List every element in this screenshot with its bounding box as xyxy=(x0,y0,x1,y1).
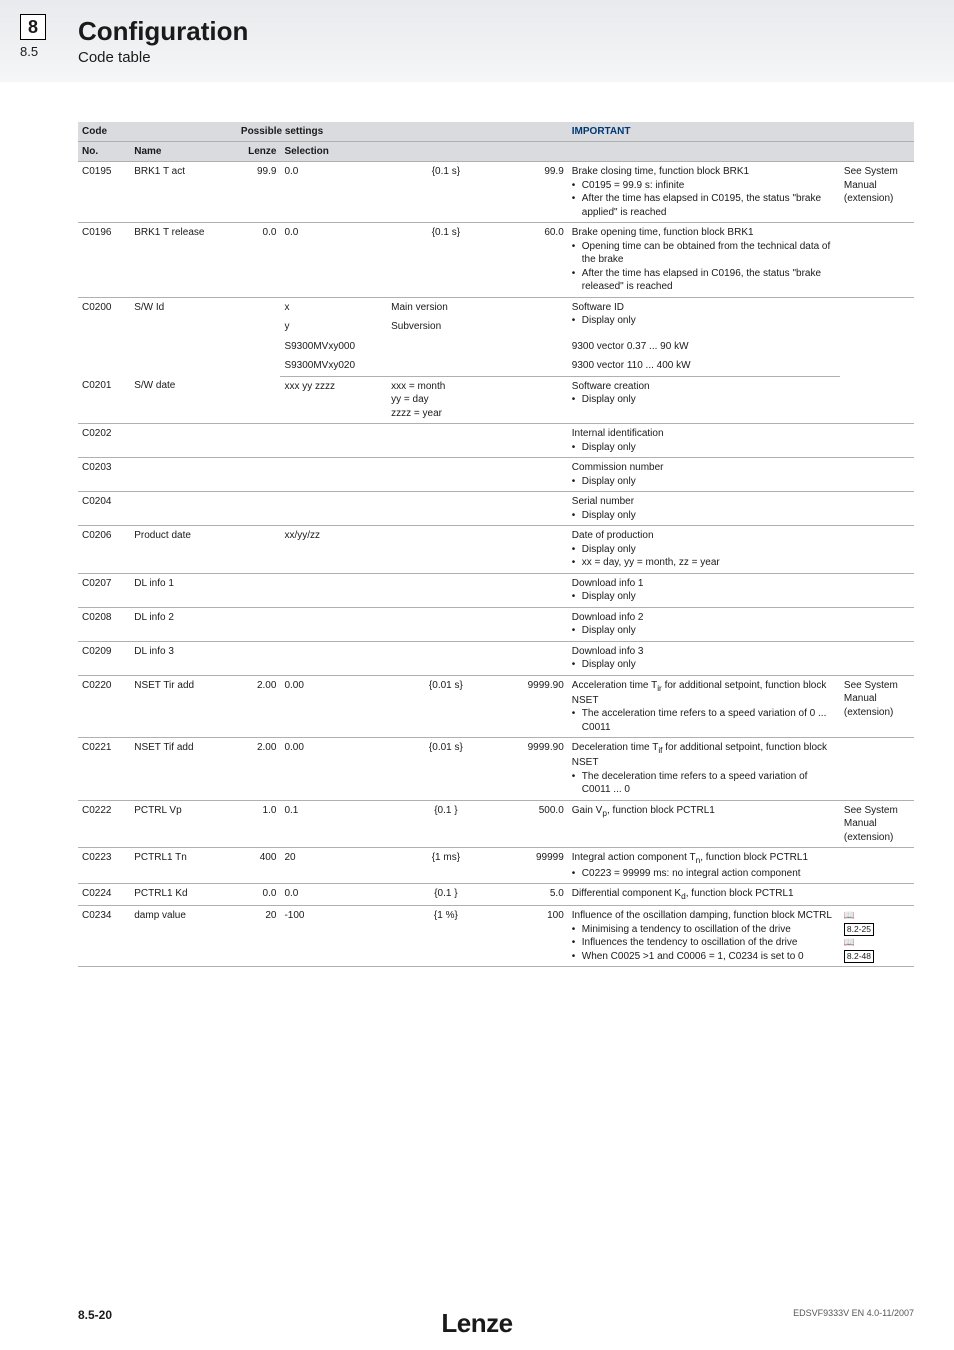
row-C0207: C0207DL info 1Download info 1Display onl… xyxy=(78,573,914,607)
row-C0222: C0222PCTRL Vp1.00.1{0.1 }500.0Gain Vp, f… xyxy=(78,800,914,848)
row-C0196: C0196BRK1 T release0.00.0{0.1 s}60.0Brak… xyxy=(78,223,914,298)
th-name: Name xyxy=(130,142,237,162)
row-C0195: C0195BRK1 T act99.90.0{0.1 s}99.9Brake c… xyxy=(78,162,914,223)
row-C0234: C0234damp value20-100{1 %}100Influence o… xyxy=(78,906,914,967)
th-lenze: Lenze xyxy=(237,142,281,162)
page-header: 8 8.5 Configuration Code table xyxy=(0,0,954,82)
row-C0206: C0206Product datexx/yy/zzDate of product… xyxy=(78,526,914,574)
header-row-2: No. Name Lenze Selection xyxy=(78,142,914,162)
page-title: Configuration xyxy=(78,16,954,47)
th-code: Code xyxy=(78,122,237,142)
row-C0208: C0208DL info 2Download info 2Display onl… xyxy=(78,607,914,641)
row-C0204: C0204Serial numberDisplay only xyxy=(78,492,914,526)
row-C0220: C0220NSET Tir add2.000.00{0.01 s}9999.90… xyxy=(78,675,914,738)
row-C0200-1: C0200S/W IdxMain versionSoftware IDDispl… xyxy=(78,297,914,317)
page-subtitle: Code table xyxy=(78,49,954,66)
row-C0223: C0223PCTRL1 Tn40020{1 ms}99999Integral a… xyxy=(78,848,914,884)
header-row-1: Code Possible settings IMPORTANT xyxy=(78,122,914,142)
document-id: EDSVF9333V EN 4.0-11/2007 xyxy=(793,1308,914,1318)
row-C0224: C0224PCTRL1 Kd0.00.0{0.1 }5.0Differentia… xyxy=(78,884,914,906)
content-area: Code Possible settings IMPORTANT No. Nam… xyxy=(0,82,954,967)
chapter-number: 8 xyxy=(20,14,46,40)
row-C0202: C0202Internal identificationDisplay only xyxy=(78,424,914,458)
code-table: Code Possible settings IMPORTANT No. Nam… xyxy=(78,122,914,967)
page-footer: 8.5-20 Lenze EDSVF9333V EN 4.0-11/2007 xyxy=(0,1308,954,1322)
th-important: IMPORTANT xyxy=(568,122,914,142)
row-C0201: C0201S/W datexxx yy zzzzxxx = monthyy = … xyxy=(78,376,914,424)
row-C0203: C0203Commission numberDisplay only xyxy=(78,458,914,492)
th-blank xyxy=(568,142,914,162)
section-number: 8.5 xyxy=(20,44,38,59)
th-possible: Possible settings xyxy=(237,122,568,142)
th-selection: Selection xyxy=(280,142,567,162)
row-C0209: C0209DL info 3Download info 3Display onl… xyxy=(78,641,914,675)
brand-logo: Lenze xyxy=(441,1308,512,1339)
page-number: 8.5-20 xyxy=(78,1308,112,1322)
th-no: No. xyxy=(78,142,130,162)
row-C0221: C0221NSET Tif add2.000.00{0.01 s}9999.90… xyxy=(78,738,914,801)
